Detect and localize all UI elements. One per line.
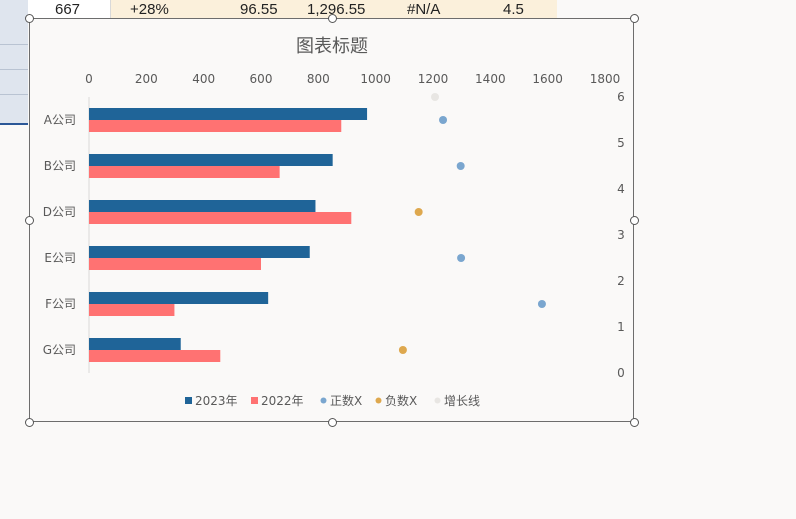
legend-swatch (251, 397, 258, 404)
row-header[interactable] (0, 70, 28, 95)
bar-series[interactable] (89, 108, 368, 362)
sheet-cell-count[interactable]: 667 (55, 1, 81, 18)
bar-2023[interactable] (89, 154, 333, 166)
bar-2022[interactable] (89, 350, 221, 362)
resize-handle-bottom-left[interactable] (25, 418, 34, 427)
x-tick-label: 1600 (532, 72, 563, 86)
row-header[interactable] (0, 45, 28, 70)
legend-label[interactable]: 负数X (385, 393, 417, 408)
spreadsheet-row-strip: 667 +28% 96.55 1,296.55 #N/A 4.5 (0, 0, 557, 20)
legend-label[interactable]: 正数X (330, 393, 362, 408)
y2-tick-label: 5 (617, 136, 625, 150)
category-label: D公司 (43, 205, 76, 219)
x-tick-label: 0 (85, 72, 93, 86)
legend[interactable]: 2023年 2022年 正数X 负数X 增长线 (185, 393, 480, 408)
bar-2023[interactable] (89, 292, 269, 304)
category-label: B公司 (44, 159, 76, 173)
sheet-cell-diff[interactable]: 96.55 (240, 1, 278, 18)
chart-svg: 图表标题 0 200 400 600 800 1000 1200 1400 1600 1800 0… (43, 36, 625, 408)
legend-label[interactable]: 增长线 (444, 394, 480, 408)
y2-tick-label: 3 (617, 228, 625, 242)
y2-tick-label: 2 (617, 274, 625, 288)
row-header[interactable] (0, 95, 28, 125)
legend-swatch (185, 397, 192, 404)
y2-tick-label: 6 (617, 90, 625, 104)
negative-x-point[interactable] (414, 208, 423, 216)
x-tick-label: 800 (307, 72, 330, 86)
sheet-cell-y[interactable]: 4.5 (503, 1, 524, 18)
bar-2022[interactable] (89, 166, 280, 178)
x-tick-label: 200 (135, 72, 158, 86)
scatter-series[interactable] (398, 93, 546, 354)
secondary-y-axis-ticks: 0 1 2 3 4 5 6 (617, 90, 625, 380)
bar-2022[interactable] (89, 258, 261, 270)
legend-label[interactable]: 2023年 (195, 394, 238, 408)
positive-x-point[interactable] (439, 116, 448, 124)
sheet-cell-bg-highlight (111, 0, 557, 20)
negative-x-point[interactable] (398, 346, 407, 354)
x-tick-label: 400 (192, 72, 215, 86)
category-labels: A公司 B公司 D公司 E公司 F公司 G公司 (43, 113, 76, 357)
y2-tick-label: 1 (617, 320, 625, 334)
bar-2023[interactable] (89, 200, 316, 212)
sheet-cell-bg (28, 0, 111, 20)
resize-handle-top[interactable] (328, 14, 337, 23)
sheet-cell-na[interactable]: #N/A (407, 1, 441, 18)
bar-2023[interactable] (89, 246, 310, 258)
positive-x-point[interactable] (457, 254, 466, 262)
resize-handle-left[interactable] (25, 216, 34, 225)
x-tick-label: 1800 (590, 72, 621, 86)
category-label: F公司 (45, 297, 76, 311)
positive-x-point[interactable] (537, 300, 546, 308)
resize-handle-right[interactable] (630, 216, 639, 225)
legend-marker (375, 397, 382, 404)
bar-2023[interactable] (89, 108, 368, 120)
growth-line-point[interactable] (431, 93, 440, 101)
chart-title[interactable]: 图表标题 (296, 36, 368, 57)
legend-marker (320, 397, 327, 404)
category-label: E公司 (44, 251, 76, 265)
x-tick-label: 1000 (360, 72, 391, 86)
row-header[interactable] (0, 20, 28, 45)
sheet-cell-growth[interactable]: +28% (130, 1, 169, 18)
bar-2022[interactable] (89, 120, 342, 132)
bar-2022[interactable] (89, 212, 352, 224)
category-label: A公司 (44, 113, 76, 127)
resize-handle-bottom[interactable] (328, 418, 337, 427)
resize-handle-bottom-right[interactable] (630, 418, 639, 427)
resize-handle-top-right[interactable] (630, 14, 639, 23)
y2-tick-label: 0 (617, 366, 625, 380)
y2-tick-label: 4 (617, 182, 625, 196)
bar-2022[interactable] (89, 304, 175, 316)
row-header-cell (0, 0, 28, 20)
x-tick-label: 600 (250, 72, 273, 86)
positive-x-point[interactable] (456, 162, 465, 170)
chart-area[interactable]: 图表标题 0 200 400 600 800 1000 1200 1400 1600 1800 0… (29, 18, 634, 422)
category-label: G公司 (43, 343, 76, 357)
sheet-cell-x[interactable]: 1,296.55 (307, 1, 366, 18)
x-tick-label: 1400 (475, 72, 506, 86)
legend-label[interactable]: 2022年 (261, 394, 304, 408)
resize-handle-top-left[interactable] (25, 14, 34, 23)
bar-2023[interactable] (89, 338, 181, 350)
x-tick-label: 1200 (418, 72, 449, 86)
x-axis-ticks: 0 200 400 600 800 1000 1200 1400 1600 1800 (85, 72, 620, 86)
legend-marker (434, 397, 441, 404)
